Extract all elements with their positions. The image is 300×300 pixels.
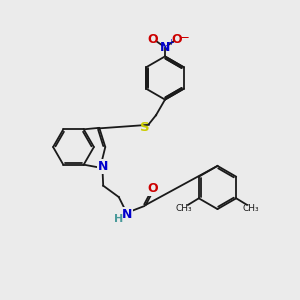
Text: N: N [122,208,133,221]
Text: O: O [147,182,158,195]
Text: CH₃: CH₃ [176,204,192,213]
Text: +: + [168,38,174,47]
Text: O: O [148,33,158,46]
Text: O: O [172,33,182,46]
Text: −: − [180,31,189,44]
Text: N: N [160,41,170,54]
Text: N: N [98,160,108,173]
Text: CH₃: CH₃ [243,204,260,213]
Text: S: S [140,121,149,134]
Text: H: H [114,214,123,224]
